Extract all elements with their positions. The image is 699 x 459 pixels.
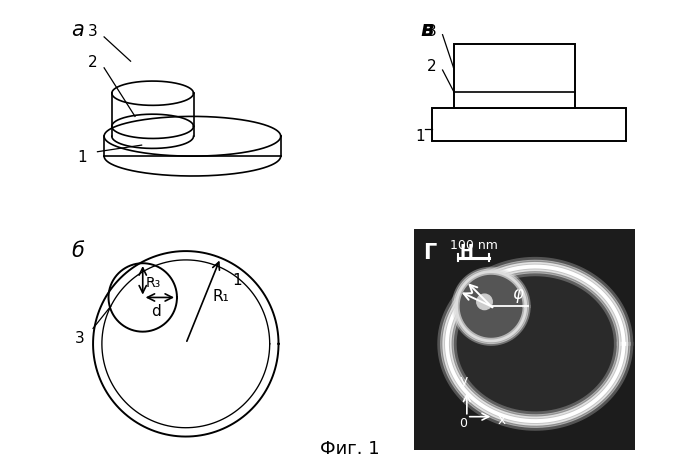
Text: Фиг. 1: Фиг. 1 <box>319 439 380 457</box>
Text: 100 nm: 100 nm <box>449 239 498 252</box>
Ellipse shape <box>452 273 618 416</box>
Text: а: а <box>71 20 84 40</box>
Text: d: d <box>151 303 161 319</box>
Text: y: y <box>459 373 468 387</box>
Text: 1: 1 <box>77 149 87 164</box>
Text: 2: 2 <box>426 59 436 74</box>
Text: 3: 3 <box>88 24 98 39</box>
Circle shape <box>477 295 492 310</box>
Bar <box>454 45 575 108</box>
Text: R₃: R₃ <box>146 275 161 289</box>
Text: 3: 3 <box>426 24 436 39</box>
Text: x: x <box>498 412 506 426</box>
Text: 0: 0 <box>459 415 467 429</box>
Text: Г: Г <box>423 243 436 263</box>
Text: 3: 3 <box>75 330 85 345</box>
Text: R₁: R₁ <box>212 288 229 303</box>
Text: H: H <box>460 242 474 261</box>
Circle shape <box>457 273 526 341</box>
Bar <box>431 108 626 141</box>
Text: φ: φ <box>512 285 523 302</box>
Text: 1: 1 <box>232 273 242 288</box>
Text: в: в <box>421 20 433 40</box>
Text: 1: 1 <box>416 129 425 144</box>
Text: б: б <box>71 241 84 260</box>
Text: 2: 2 <box>88 55 98 70</box>
